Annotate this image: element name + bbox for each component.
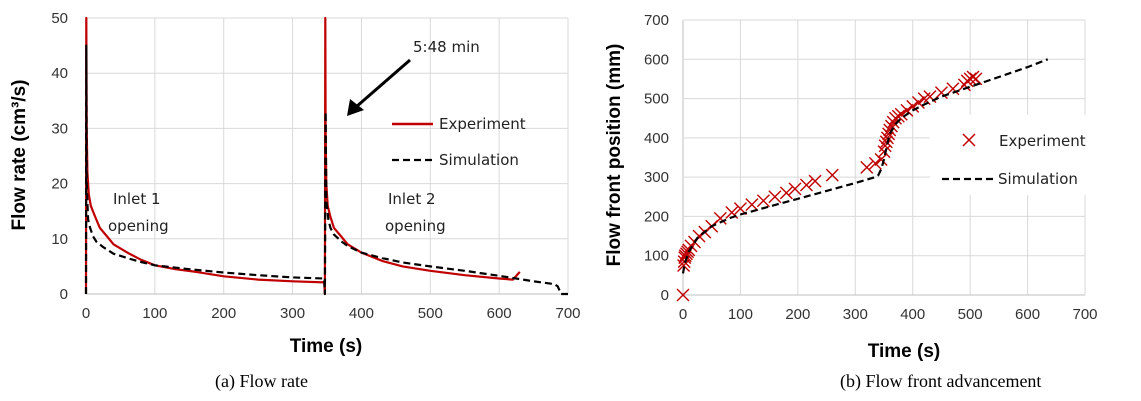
chart-b-experiment-point [934, 86, 948, 100]
chart-a-xtick-label: 700 [555, 305, 580, 322]
chart-b-ytick-label: 300 [644, 169, 669, 186]
legend-simulation-label: Simulation [998, 170, 1078, 188]
chart-b-xtick-label: 300 [843, 306, 868, 323]
chart-a-xtick-labels: 0 100 200 300 400 500 600 700 [82, 305, 581, 322]
chart-a-ytick-labels: 0 10 20 30 40 50 [51, 10, 68, 303]
annotation-arrow-shaft [355, 58, 411, 109]
chart-b-experiment-point [911, 96, 925, 109]
chart-a-x-axis-title: Time (s) [290, 336, 363, 357]
legend-experiment-marker [962, 133, 976, 147]
legend-experiment-label: Experiment [439, 115, 526, 133]
chart-b-ytick-label: 500 [644, 91, 669, 108]
chart-b-xtick-label: 600 [1015, 306, 1040, 323]
chart-a-xtick-label: 600 [487, 305, 512, 322]
chart-b-xtick-label: 100 [728, 306, 753, 323]
chart-b-experiment-point [878, 139, 892, 153]
chart-b-legend: Experiment Simulation [930, 115, 1105, 195]
legend-simulation-label: Simulation [439, 151, 519, 169]
chart-b-experiment-point [676, 288, 690, 302]
annotation-inlet-2: Inlet 2 [388, 190, 436, 208]
chart-b-ytick-label: 0 [661, 287, 669, 304]
chart-a-arrow-annotation: 5:48 min [347, 38, 480, 116]
chart-a-xtick-label: 200 [211, 305, 236, 322]
annotation-inlet-2-opening: opening [385, 217, 446, 235]
chart-b-experiment-point [900, 103, 914, 117]
chart-b-experiment-point [825, 168, 839, 182]
chart-b-xtick-label: 500 [958, 306, 983, 323]
chart-b-experiment-point [883, 123, 897, 137]
chart-a-ytick-label: 10 [51, 231, 68, 248]
chart-a-simulation-line [84, 44, 568, 296]
chart-b-xtick-label: 0 [679, 306, 687, 323]
chart-b-experiment-point [808, 174, 822, 188]
chart-a-y-axis-title: Flow rate (cm³/s) [9, 80, 30, 231]
chart-a-ytick-label: 40 [51, 65, 68, 82]
chart-a-grid [85, 17, 569, 295]
legend-experiment-label: Experiment [999, 132, 1086, 150]
chart-b-ytick-label: 200 [644, 208, 669, 225]
chart-a-xtick-label: 400 [349, 305, 374, 322]
chart-b-ytick-label: 700 [644, 12, 669, 29]
chart-a-flow-rate: 0 10 20 30 40 50 0 100 200 300 400 500 600 700 5:48 … [9, 10, 581, 392]
chart-b-experiment-point [946, 82, 960, 96]
annotation-arrow-head [347, 99, 364, 116]
chart-b-ytick-label: 400 [644, 130, 669, 147]
chart-b-experiment-point [768, 190, 782, 204]
chart-a-xtick-label: 300 [280, 305, 305, 322]
chart-a-legend: Experiment Simulation [392, 115, 526, 169]
chart-a-ytick-label: 20 [51, 176, 68, 193]
chart-b-experiment-point [713, 211, 727, 225]
chart-b-y-axis-title: Flow front position (mm) [604, 44, 625, 267]
chart-a-xtick-label: 500 [418, 305, 443, 322]
chart-a-xtick-label: 0 [82, 305, 90, 322]
chart-b-experiment-point [788, 182, 802, 196]
chart-b-experiment-point [894, 107, 908, 121]
chart-b-experiment-point [756, 194, 770, 208]
chart-b-caption: (b) Flow front advancement [840, 371, 1041, 392]
annotation-inlet-1: Inlet 1 [113, 190, 161, 208]
chart-b-ytick-label: 100 [644, 248, 669, 265]
chart-b-experiment-point [880, 131, 894, 145]
chart-b-simulation-line [681, 58, 1049, 274]
chart-b-series [676, 58, 1049, 302]
legend-background [930, 115, 1105, 195]
chart-b-experiment-point [879, 135, 893, 149]
chart-a-ytick-label: 30 [51, 120, 68, 137]
chart-b-xtick-label: 400 [900, 306, 925, 323]
chart-b-experiment-point [799, 178, 813, 192]
chart-b-xtick-labels: 0 100 200 300 400 500 600 700 [679, 306, 1098, 323]
chart-b-experiment-point [906, 99, 920, 113]
chart-b-x-axis-title: Time (s) [868, 341, 941, 362]
chart-a-experiment-line [84, 16, 521, 296]
chart-b-ytick-label: 600 [644, 51, 669, 68]
chart-b-experiment-point [745, 198, 759, 212]
chart-a-caption: (a) Flow rate [215, 371, 308, 392]
chart-b-ytick-labels: 0 100 200 300 400 500 600 700 [644, 12, 669, 304]
chart-a-ytick-label: 0 [60, 286, 68, 303]
chart-b-flow-front: 0 100 200 300 400 500 600 700 0 100 200 300 400 500 6… [604, 12, 1105, 392]
chart-a-ytick-label: 50 [51, 10, 68, 27]
chart-b-experiment-point [874, 152, 888, 166]
annotation-5-48-min: 5:48 min [413, 38, 480, 56]
chart-b-xtick-label: 700 [1072, 306, 1097, 323]
chart-b-experiment-point [779, 186, 793, 200]
chart-a-xtick-label: 100 [142, 305, 167, 322]
annotation-inlet-1-opening: opening [108, 217, 169, 235]
chart-b-experiment-point [868, 156, 882, 170]
chart-b-experiment-point [884, 119, 898, 133]
chart-b-xtick-label: 200 [785, 306, 810, 323]
chart-b-experiment-point [860, 160, 874, 174]
chart-a-series [84, 16, 568, 296]
